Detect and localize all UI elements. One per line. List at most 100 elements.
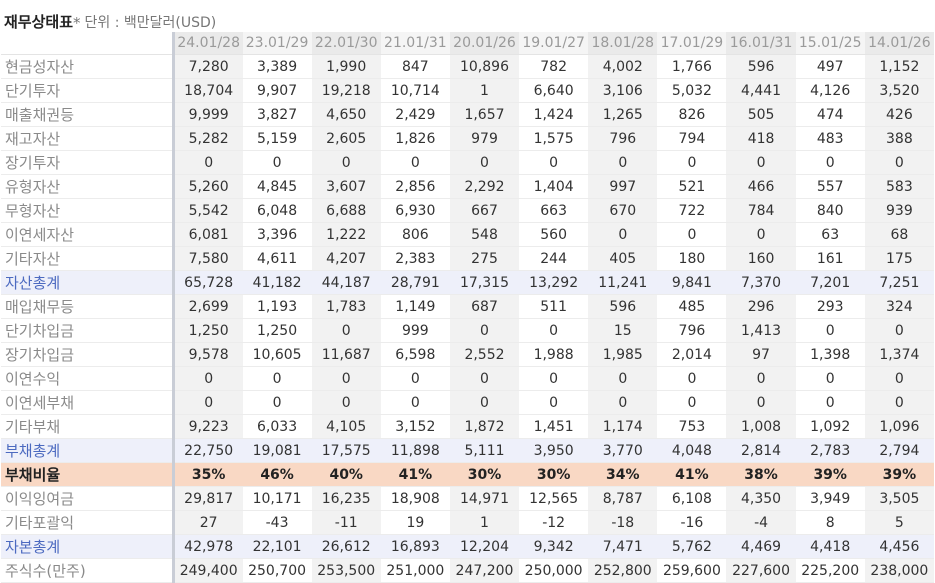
table-cell: 2,856 [395,178,436,195]
table-cell: 4,207 [311,246,381,271]
column-header-period: 21.01/31 [380,32,450,55]
table-cell: 405 [588,246,658,271]
table-cell: 44,187 [311,270,381,295]
table-cell: 997 [588,174,658,199]
table-cell: 3,950 [519,438,589,463]
table-cell: 7,370 [726,270,796,295]
table-cell: -4 [726,510,796,535]
table-cell: 687 [449,294,520,319]
row-label: 현금성자산 [1,54,175,79]
table-cell: 4,126 [810,82,851,99]
table-row: 현금성자산 7,280 3,389 1,990 847 10,896 782 4,002 1,7… [1,54,934,79]
table-cell: 5,542 [173,198,243,223]
table-cell: 9,907 [257,82,298,99]
table-cell: 19 [406,514,425,531]
table-cell: 1,174 [588,414,658,439]
table-cell: 1,096 [864,414,934,439]
table-cell: 1,152 [864,54,934,79]
table-cell: 583 [864,174,934,199]
table-cell: 293 [816,298,844,315]
table-cell: 30% [519,462,589,487]
table-cell: 11,898 [380,438,450,463]
table-cell: 1,990 [311,54,381,79]
balance-sheet-panel: 재무상태표 * 단위 : 백만달러(USD) 24.01/28 23.01/29 2… [1,13,934,583]
table-cell: 0 [449,318,520,343]
table-cell: 0 [864,318,934,343]
row-label: 기타자산 [1,246,175,271]
row-label: 이연수익 [1,366,175,391]
row-label-header [1,32,175,55]
table-cell: 0 [825,370,835,387]
table-cell: 11,687 [311,342,381,367]
table-cell: 3,396 [257,226,298,243]
column-header-period: 23.01/29 [242,32,312,55]
table-cell: 9,342 [519,534,589,559]
row-label: 이연세부채 [1,390,175,415]
table-cell: 0 [549,154,559,171]
table-cell: 0 [549,322,559,339]
table-cell: 0 [726,150,796,175]
table-cell: -12 [542,514,566,531]
table-cell: 275 [449,246,520,271]
table-title: 재무상태표 [4,13,74,31]
table-cell: 34% [588,462,658,487]
table-cell: 4,418 [795,534,865,559]
row-label: 이연세자산 [1,222,175,247]
table-cell: 3,505 [864,486,934,511]
table-cell: 485 [678,298,706,315]
table-cell: 4,105 [311,414,381,439]
table-cell: 826 [678,106,706,123]
table-cell: 0 [825,394,835,411]
table-cell: 16,235 [311,486,381,511]
table-cell: 5,111 [449,438,520,463]
table-cell: 227,600 [726,558,796,583]
row-label: 장기투자 [1,150,175,175]
table-cell: 796 [588,126,658,151]
table-cell: 4,650 [311,102,381,127]
table-cell: 4,048 [657,438,727,463]
table-cell: 1 [449,510,520,535]
table-cell: 1,451 [533,418,574,435]
table-cell: 39% [864,462,934,487]
table-cell: -16 [680,514,704,531]
table-cell: 796 [678,322,706,339]
table-cell: 2,783 [795,438,865,463]
table-row: 유형자산 5,260 4,845 3,607 2,856 2,292 1,404 997 521… [1,174,934,199]
table-cell: 722 [678,202,706,219]
table-cell: 1,250 [257,322,298,339]
column-header-period: 22.01/30 [311,32,381,55]
table-cell: 12,204 [449,534,520,559]
table-cell: 596 [726,54,796,79]
table-cell: 0 [588,390,658,415]
row-label: 단기차입금 [1,318,175,343]
table-cell: 1,092 [810,418,851,435]
table-cell: 250,700 [248,562,307,579]
table-cell: 9,999 [173,102,243,127]
table-cell: 68 [864,222,934,247]
table-cell: 26,612 [311,534,381,559]
table-cell: 847 [401,58,429,75]
table-row: 이익잉여금 29,817 10,171 16,235 18,908 14,971 12,56… [1,486,934,511]
table-cell: 3,106 [588,78,658,103]
table-row: 무형자산 5,542 6,048 6,688 6,930 667 663 670 722 784 8… [1,198,934,223]
table-cell: 840 [816,202,844,219]
table-cell: 0 [311,318,381,343]
table-cell: 1,988 [533,346,574,363]
table-cell: 4,350 [726,486,796,511]
table-cell: 65,728 [173,270,243,295]
table-cell: 0 [549,370,559,387]
table-cell: 1,985 [588,342,658,367]
table-cell: 5 [864,510,934,535]
row-label: 부채총계 [1,438,175,463]
table-cell: 521 [678,178,706,195]
table-cell: 15 [588,318,658,343]
table-cell: 6,930 [395,202,436,219]
table-cell: 0 [588,222,658,247]
table-cell: 40% [311,462,381,487]
table-cell: 5,282 [173,126,243,151]
table-cell: 0 [588,366,658,391]
table-cell: 28,791 [380,270,450,295]
table-cell: 259,600 [662,562,721,579]
table-cell: 0 [272,370,282,387]
table-cell: 0 [410,394,420,411]
